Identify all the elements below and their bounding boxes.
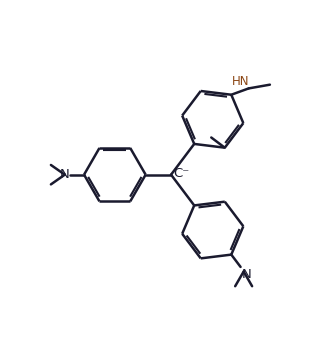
Text: HN: HN [232, 75, 250, 88]
Text: N: N [60, 168, 69, 181]
Text: C⁻: C⁻ [173, 166, 190, 180]
Text: N: N [241, 268, 251, 281]
